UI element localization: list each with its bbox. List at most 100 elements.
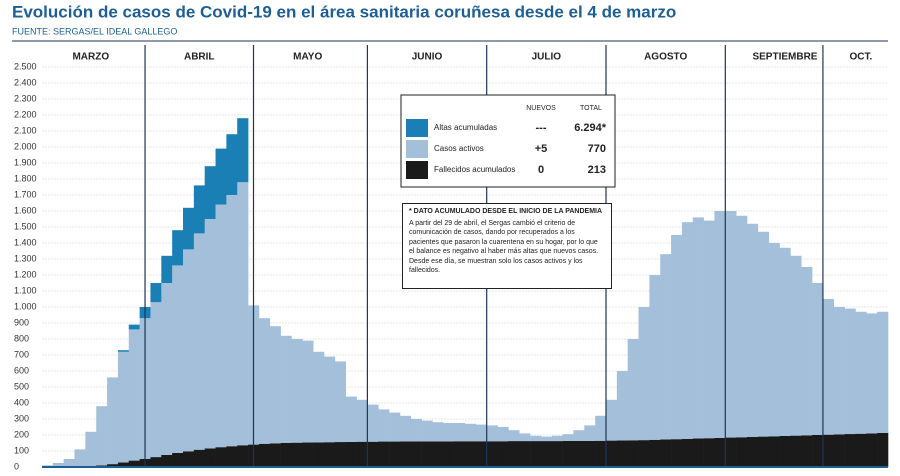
bar-segment (692, 438, 704, 467)
bar-segment (193, 449, 205, 467)
bar-segment (725, 211, 737, 438)
y-tick-label: 800 (14, 333, 29, 343)
bar-segment (486, 441, 498, 467)
bar-segment (790, 435, 802, 467)
bar-segment (269, 326, 281, 444)
y-tick-label: 2.200 (14, 109, 37, 119)
bar-segment (432, 422, 444, 442)
bar-segment (475, 441, 487, 467)
bar-segment (324, 442, 336, 467)
y-tick-label: 600 (14, 365, 29, 375)
bar-segment (812, 283, 824, 435)
bar-segment (432, 441, 444, 467)
legend-label: Altas acumuladas (434, 123, 497, 132)
bar-segment (573, 440, 585, 467)
bar-segment (638, 440, 650, 467)
legend-total: 213 (588, 164, 606, 176)
bar-segment (454, 423, 466, 442)
bar-segment (822, 434, 835, 467)
legend-new: 0 (538, 164, 544, 176)
y-tick-label: 1.600 (14, 205, 37, 215)
bar-segment (551, 435, 563, 442)
bar-segment (258, 318, 271, 444)
y-tick-label: 2.500 (14, 61, 37, 71)
bar-segment (172, 265, 184, 453)
legend-header: NUEVOS (526, 105, 556, 112)
y-tick-label: 1.300 (14, 253, 37, 263)
bar-segment (584, 425, 596, 441)
bar-segment (172, 452, 184, 467)
bar-segment (681, 438, 694, 467)
bar-segment (107, 464, 119, 467)
bar-segment (616, 371, 628, 441)
bar-segment (627, 339, 639, 441)
bar-segment (703, 438, 715, 467)
month-label: JULIO (532, 52, 562, 63)
bar-segment (215, 447, 227, 467)
y-tick-label: 500 (14, 381, 29, 391)
month-label: JUNIO (412, 52, 443, 63)
bar-segment (540, 436, 553, 442)
bar-segment (681, 222, 694, 439)
bar-segment (313, 442, 325, 467)
bar-segment (519, 441, 531, 467)
bar-segment (573, 430, 585, 441)
bar-segment (584, 440, 596, 467)
bar-segment (725, 437, 737, 467)
bar-segment (367, 441, 379, 467)
month-label: SEPTIEMBRE (752, 52, 817, 63)
bar-segment (768, 436, 780, 467)
month-label: OCT. (849, 52, 872, 63)
bar-segment (356, 441, 368, 467)
legend-total: 770 (588, 143, 606, 155)
bar-segment (866, 433, 878, 467)
bar-segment (747, 436, 759, 467)
y-tick-label: 2.400 (14, 77, 37, 87)
bar-segment (508, 441, 520, 467)
legend-new: +5 (535, 143, 548, 155)
bar-segment (204, 166, 216, 219)
bar-segment (226, 134, 238, 195)
bar-segment (595, 415, 607, 441)
bar-segment (356, 399, 368, 442)
bar-segment (237, 182, 249, 446)
bar-segment (313, 351, 325, 443)
bar-segment (790, 255, 802, 436)
bar-segment (193, 185, 205, 234)
bar-segment (52, 463, 64, 467)
bar-segment (215, 148, 227, 205)
y-tick-label: 1.400 (14, 237, 37, 247)
y-tick-label: 1.000 (14, 301, 37, 311)
bar-segment (302, 340, 314, 443)
bar-segment (63, 459, 75, 467)
y-tick-label: 100 (14, 445, 29, 455)
bar-segment (877, 311, 889, 433)
bar-segment (833, 307, 845, 435)
note-box: * DATO ACUMULADO DESDE EL INICIO DE LA P… (402, 203, 612, 289)
bar-segment (128, 329, 140, 461)
bar-segment (150, 302, 162, 458)
bar-segment (334, 442, 346, 467)
bar-segment (530, 435, 542, 442)
bar-segment (822, 299, 835, 435)
bar-segment (454, 441, 466, 467)
bar-segment (833, 434, 845, 467)
chart-title: Evolución de casos de Covid-19 en el áre… (12, 2, 676, 21)
legend-swatch (406, 140, 428, 158)
legend-swatch (406, 161, 428, 179)
bar-segment (562, 434, 574, 441)
bar-segment (519, 433, 531, 442)
bar-segment (204, 448, 216, 467)
bar-segment (399, 415, 412, 442)
bar-segment (779, 435, 791, 467)
bar-segment (237, 445, 249, 467)
legend-total: 6.294* (574, 122, 607, 134)
bar-segment (844, 308, 856, 435)
bar-segment (280, 443, 292, 467)
y-tick-label: 1.900 (14, 157, 37, 167)
chart-source: FUENTE: SERGAS/EL IDEAL GALLEGO (12, 26, 177, 36)
bar-segment (280, 335, 292, 443)
y-tick-label: 0 (14, 461, 19, 471)
